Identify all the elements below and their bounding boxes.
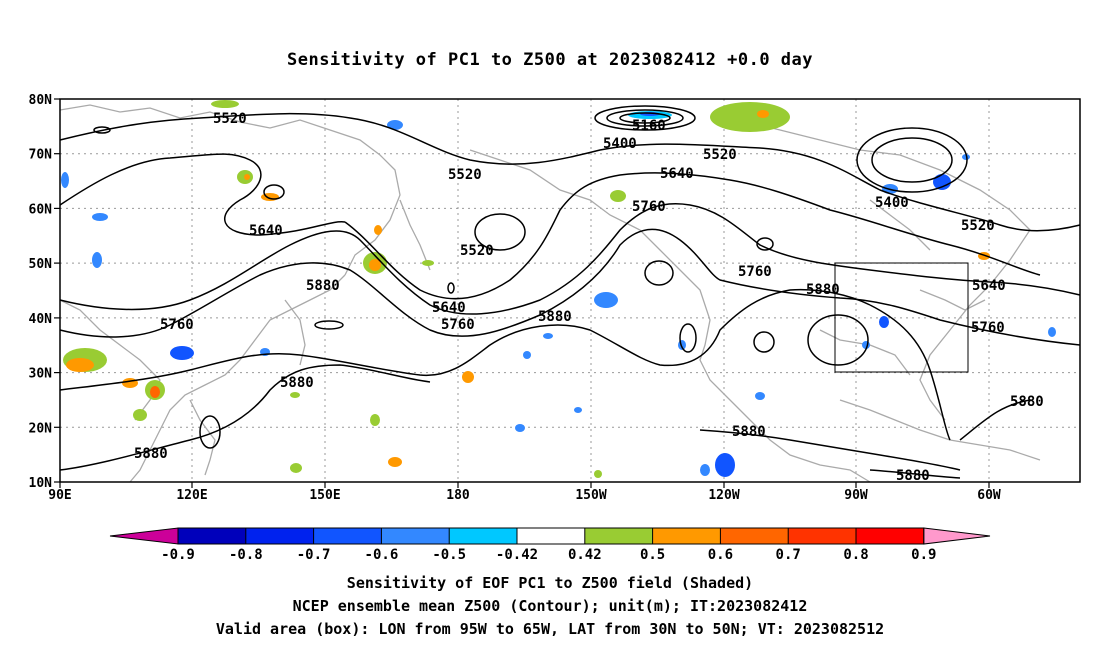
lon-label: 90W (844, 488, 868, 503)
colorbar-label: 0.8 (843, 547, 868, 563)
lat-label: 40N (29, 312, 53, 327)
colorbar-swatch (652, 528, 721, 544)
lon-label: 120E (176, 488, 207, 503)
colorbar-swatch (449, 528, 517, 544)
contour-label: 5400 (875, 195, 909, 211)
lat-label: 20N (29, 421, 53, 436)
lat-label: 60N (29, 202, 53, 217)
lon-label: 120W (708, 488, 739, 503)
colorbar-max-arrow (923, 528, 990, 544)
colorbar-label: -0.42 (496, 547, 538, 563)
colorbar-label: -0.6 (365, 547, 399, 563)
contour-label: 5640 (972, 278, 1006, 294)
colorbar-label: 0.42 (568, 547, 602, 563)
lat-label: 70N (29, 148, 53, 163)
colorbar-swatch (313, 528, 382, 544)
contour-label: 5640 (660, 166, 694, 182)
colorbar-label: 0.6 (708, 547, 733, 563)
lon-label: 60W (977, 488, 1001, 503)
colorbar-swatch (178, 528, 246, 544)
contour-label: 5520 (448, 167, 482, 183)
lon-label: 180 (446, 488, 470, 503)
contour-label: 5880 (306, 278, 340, 294)
colorbar-label: 0.7 (776, 547, 801, 563)
contour-label: 5640 (432, 300, 466, 316)
lat-label: 80N (29, 93, 53, 108)
colorbar-swatch (584, 528, 653, 544)
contour-label: 5520 (703, 147, 737, 163)
colorbar-label: -0.9 (161, 547, 195, 563)
contour-label: 5640 (249, 223, 283, 239)
colorbar-label: -0.5 (432, 547, 466, 563)
latitude-labels: 80N 70N 60N 50N 40N 30N 20N 10N (29, 93, 53, 491)
contour-label: 5880 (806, 282, 840, 298)
colorbar-label: -0.8 (229, 547, 263, 563)
lon-label: 90E (48, 488, 71, 503)
caption-line-1: Sensitivity of EOF PC1 to Z500 field (Sh… (346, 574, 754, 592)
contour-label: 5760 (441, 317, 475, 333)
axis-ticks (54, 98, 990, 488)
contour-label: 5520 (213, 111, 247, 127)
map-border (59, 98, 1081, 483)
contour-label: 5760 (738, 264, 772, 280)
lat-label: 30N (29, 367, 53, 382)
colorbar-swatch (381, 528, 450, 544)
sensitivity-shading (61, 100, 1056, 478)
lat-label: 10N (29, 476, 53, 491)
colorbar-swatch (788, 528, 856, 544)
valid-area-box (834, 262, 969, 373)
colorbar-label: 0.5 (640, 547, 665, 563)
contour-label: 5880 (538, 309, 572, 325)
caption-line-3: Valid area (box): LON from 95W to 65W, L… (215, 620, 885, 638)
lon-label: 150E (309, 488, 340, 503)
colorbar-swatch (245, 528, 314, 544)
longitude-labels: 90E 120E 150E 180 150W 120W 90W 60W (48, 488, 1001, 503)
contour-labels: 5520 5160 5400 5520 5520 5640 5760 5400 … (134, 111, 1044, 484)
colorbar-swatch (856, 528, 924, 544)
contour-label: 5520 (961, 218, 995, 234)
colorbar: -0.9 -0.8 -0.7 -0.6 -0.5 -0.42 0.42 0.5 … (109, 527, 991, 563)
colorbar-swatch (517, 528, 585, 544)
contour-label: 5520 (460, 243, 494, 259)
contour-label: 5880 (896, 468, 930, 484)
contour-label: 5880 (134, 446, 168, 462)
contour-label: 5760 (632, 199, 666, 215)
colorbar-label: -0.7 (297, 547, 331, 563)
contour-label: 5760 (971, 320, 1005, 336)
contour-label: 5880 (732, 424, 766, 440)
z500-contours (59, 105, 1081, 479)
map-title: Sensitivity of PC1 to Z500 at 2023082412… (286, 50, 813, 70)
colorbar-label: 0.9 (911, 547, 936, 563)
contour-label: 5160 (632, 118, 666, 134)
caption-line-2: NCEP ensemble mean Z500 (Contour); unit(… (292, 597, 808, 615)
lat-label: 50N (29, 257, 53, 272)
colorbar-swatch (720, 528, 789, 544)
contour-label: 5760 (160, 317, 194, 333)
contour-label: 5400 (603, 136, 637, 152)
colorbar-min-arrow (110, 528, 178, 544)
lon-label: 150W (575, 488, 606, 503)
contour-label: 5880 (1010, 394, 1044, 410)
contour-label: 5880 (280, 375, 314, 391)
